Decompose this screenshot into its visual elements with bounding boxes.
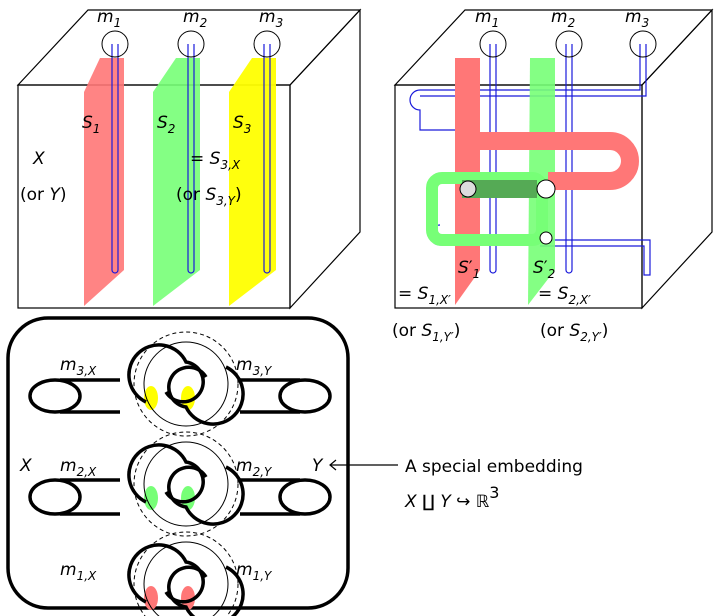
label: (or S1,Y′) [392, 321, 460, 344]
label: (or S2,Y′) [540, 321, 608, 344]
label-sub: 2,Y′ [580, 330, 602, 344]
label-main: Y [312, 456, 324, 476]
label-main: X ∐ Y ↪ ℝ [404, 492, 490, 512]
label-main: m [236, 456, 253, 476]
label-main: S [458, 258, 469, 278]
label-pre: = [190, 149, 210, 169]
label-main: S [82, 113, 93, 133]
label: X [32, 149, 45, 169]
label-pre: A special embedding [405, 457, 583, 477]
label-post: ) [60, 185, 67, 205]
label-main: m [236, 560, 253, 580]
label-sub: 2,X [77, 465, 97, 479]
label: A special embedding [405, 457, 583, 477]
label-sub: 3 [244, 122, 252, 136]
label-main: m [97, 7, 114, 27]
label: m2,Y [236, 456, 273, 479]
label-sub: 3,Y [216, 194, 236, 208]
label-main: S [569, 321, 580, 341]
loop [144, 342, 228, 426]
label-main: S [205, 185, 216, 205]
right-cube [395, 10, 712, 308]
label: m1,Y [236, 560, 273, 583]
label-sub: 2 [548, 267, 556, 281]
label-sub: 1,X′ [428, 293, 451, 307]
label-main: S [558, 284, 569, 304]
label-main: m [60, 456, 77, 476]
label-main: m [551, 7, 568, 27]
label-pre: (or [176, 185, 205, 205]
label-sub: 1 [492, 16, 500, 30]
label-main: X [32, 149, 45, 169]
label-sub: 1,X [77, 569, 97, 583]
label-main: m [183, 7, 200, 27]
label-main: X [19, 456, 32, 476]
label-pre: = [398, 284, 418, 304]
label-sub: 3,X [77, 364, 97, 378]
label-sub: 1 [93, 122, 101, 136]
spiral [169, 367, 243, 424]
label-main: S [210, 149, 221, 169]
label: (or Y) [20, 185, 66, 205]
label-main: S [157, 113, 168, 133]
label-sub: 3,Y [253, 364, 273, 378]
label-pre: (or [540, 321, 569, 341]
label-main: S [418, 284, 429, 304]
label-sub: 2 [200, 16, 208, 30]
label: = S1,X′ [398, 284, 451, 307]
loop [144, 442, 228, 526]
label-main: m [60, 560, 77, 580]
label: m1,X [60, 560, 97, 583]
label-sub: 3 [276, 16, 284, 30]
label: = S2,X′ [538, 284, 591, 307]
spiral [169, 467, 243, 524]
label-main: S [421, 321, 432, 341]
label: Y [312, 456, 324, 476]
label-main: m [236, 355, 253, 375]
label-sub: 2 [168, 122, 176, 136]
label-sub: 1,Y′ [432, 330, 454, 344]
label-main: m [625, 7, 642, 27]
label-sub: 1,Y [253, 569, 273, 583]
label: m2,X [60, 456, 97, 479]
label-sub: 2,X′ [568, 293, 591, 307]
left-cube [18, 10, 360, 308]
label: X [19, 456, 32, 476]
label: m3,Y [236, 355, 273, 378]
label: m3,X [60, 355, 97, 378]
label-sub: 1 [473, 267, 481, 281]
label-pre: = [538, 284, 558, 304]
label: X ∐ Y ↪ ℝ3 [404, 483, 499, 512]
slide: m1m2m3S1S2S3X(or Y)= S3,X(or S3,Y)m1m2m3… [0, 0, 714, 616]
label-pre: (or [20, 185, 49, 205]
label-post: ) [454, 321, 461, 341]
label-sub: 3 [642, 16, 650, 30]
label-sub: 2 [568, 16, 576, 30]
label-post: ) [602, 321, 609, 341]
label-pre: (or [392, 321, 421, 341]
label-main: m [259, 7, 276, 27]
label-sub: 2,Y [253, 465, 273, 479]
label-sup: 3 [489, 483, 499, 502]
label-main: S [233, 113, 244, 133]
label-post: ) [235, 185, 242, 205]
label-main: m [475, 7, 492, 27]
label-main: m [60, 355, 77, 375]
label-sub: 3,X [220, 158, 240, 172]
label-sub: 1 [114, 16, 122, 30]
label-main: S [533, 258, 544, 278]
